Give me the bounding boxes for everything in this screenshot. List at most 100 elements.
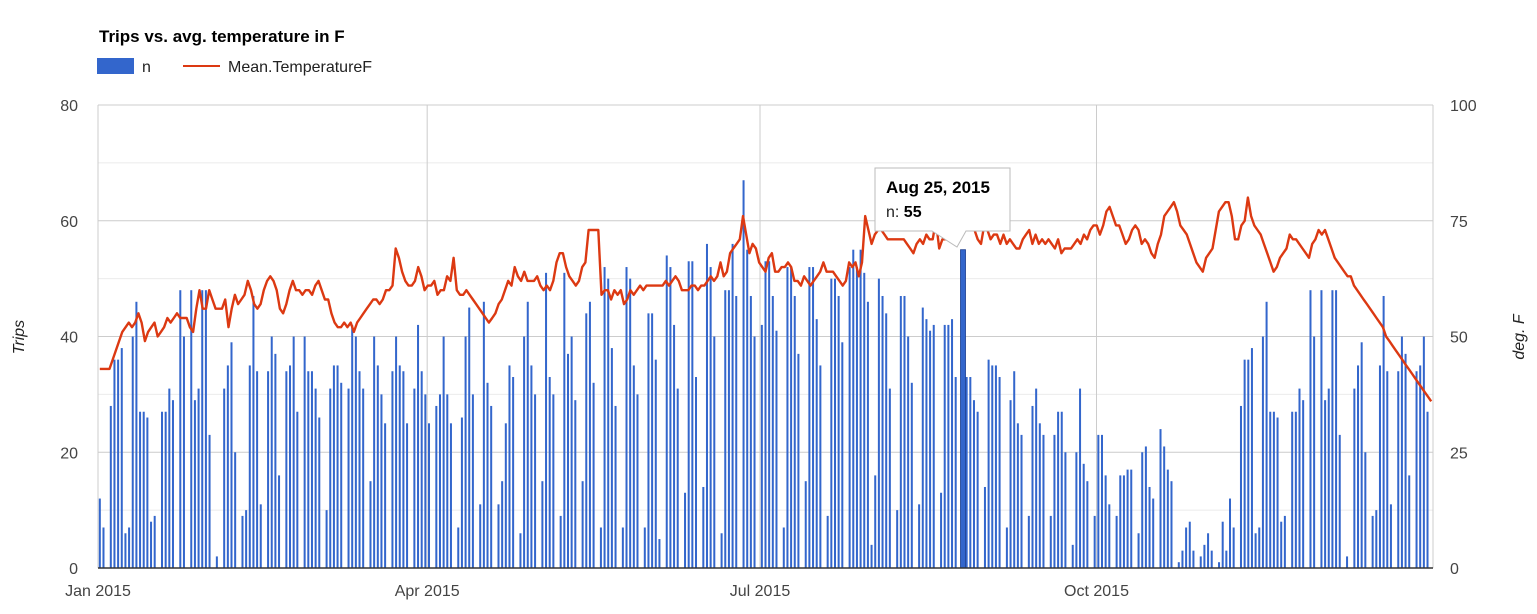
bar-n [830, 278, 833, 569]
bar-n [870, 544, 873, 568]
bar-n [329, 388, 332, 568]
bar-n [1086, 481, 1089, 568]
bar-n [643, 527, 646, 568]
bar-n [1013, 371, 1016, 568]
bar-n [1269, 411, 1272, 568]
bar-n [150, 521, 153, 568]
bar-n [1122, 475, 1125, 568]
tooltip-box [874, 167, 1011, 248]
bar-n [1185, 527, 1188, 568]
tooltip-series-label: n: [886, 204, 904, 221]
x-axis: Jan 2015 Apr 2015 Jul 2015 Oct 2015 [65, 583, 1129, 600]
bar-n [1005, 527, 1008, 568]
bar-n [1232, 527, 1235, 568]
bar-n [241, 515, 244, 568]
bar-n [566, 353, 569, 568]
bar-n [969, 377, 972, 568]
bar-n [610, 348, 613, 568]
bar-n [278, 475, 281, 568]
bar-n [972, 400, 975, 568]
bar-n [449, 423, 452, 568]
bar-n [310, 371, 313, 568]
bar-n [746, 249, 749, 568]
bar-n [1386, 371, 1389, 568]
bar-n [1291, 411, 1294, 568]
y2-axis-title: deg. F [1511, 313, 1528, 360]
bar-n [1071, 544, 1074, 568]
bar-n [621, 527, 624, 568]
bar-n [1254, 533, 1257, 568]
bar-n [676, 388, 679, 568]
bar-n [420, 371, 423, 568]
bar-n [1302, 400, 1305, 568]
bar-n [940, 492, 943, 568]
bar-n [943, 324, 946, 568]
bar-n [907, 336, 910, 568]
bar-n [373, 336, 376, 568]
bar-n [826, 515, 829, 568]
bar-n [1357, 365, 1360, 568]
bar-n [526, 301, 529, 568]
bar-n [987, 359, 990, 568]
y-axis-left: 0 20 40 60 80 [60, 98, 78, 578]
bar-n [632, 365, 635, 568]
bar-n [1097, 434, 1100, 568]
bar-n [1364, 452, 1367, 568]
legend: n Mean.TemperatureF [97, 58, 372, 76]
bar-n [1338, 434, 1341, 568]
bar-n [848, 267, 851, 568]
bar-n [406, 423, 409, 568]
bar-n [1283, 515, 1286, 568]
bar-n [1188, 521, 1191, 568]
bar-n [1320, 290, 1323, 568]
bar-n [1199, 556, 1202, 568]
bar-n [1163, 446, 1166, 568]
bar-n [1378, 365, 1381, 568]
x-tick-label: Jul 2015 [730, 583, 791, 600]
bar-n [1035, 388, 1038, 568]
bar-n [581, 481, 584, 568]
bar-n [954, 377, 957, 568]
bar-n [1229, 498, 1232, 568]
bar-n [223, 388, 226, 568]
bar-n [951, 319, 954, 568]
bar-n [1020, 434, 1023, 568]
bar-n [713, 336, 716, 568]
bar-n [446, 394, 449, 569]
bar-n [270, 336, 273, 568]
bar-n [1221, 521, 1224, 568]
bar-n [1426, 411, 1429, 568]
bar-n [932, 324, 935, 568]
bar-n [490, 405, 493, 568]
bar-n [245, 510, 248, 569]
bar-n [1042, 434, 1045, 568]
bar-n [1375, 510, 1378, 569]
bar-n [318, 417, 321, 568]
bar-n [179, 290, 182, 568]
bar-n [442, 336, 445, 568]
bar-n [501, 481, 504, 568]
bar-n [1239, 405, 1242, 568]
bar-n [1225, 550, 1228, 568]
bar-n [929, 330, 932, 568]
bar-n [395, 336, 398, 568]
bar-n [504, 423, 507, 568]
bar-n [120, 348, 123, 568]
y2-tick-label: 50 [1450, 330, 1468, 347]
bar-n [358, 371, 361, 568]
bar-n [307, 371, 310, 568]
bar-n [256, 371, 259, 568]
bar-n [1057, 411, 1060, 568]
bar-n [1294, 411, 1297, 568]
bar-n [124, 533, 127, 568]
bar-n [289, 365, 292, 568]
bar-n [1243, 359, 1246, 568]
bar-n [727, 290, 730, 568]
bar-n [171, 400, 174, 568]
bar-n [669, 267, 672, 568]
bar-n [1137, 533, 1140, 568]
chart-title: Trips vs. avg. temperature in F [99, 27, 345, 46]
bar-n [1335, 290, 1338, 568]
bar-n [837, 295, 840, 568]
bar-n [523, 336, 526, 568]
